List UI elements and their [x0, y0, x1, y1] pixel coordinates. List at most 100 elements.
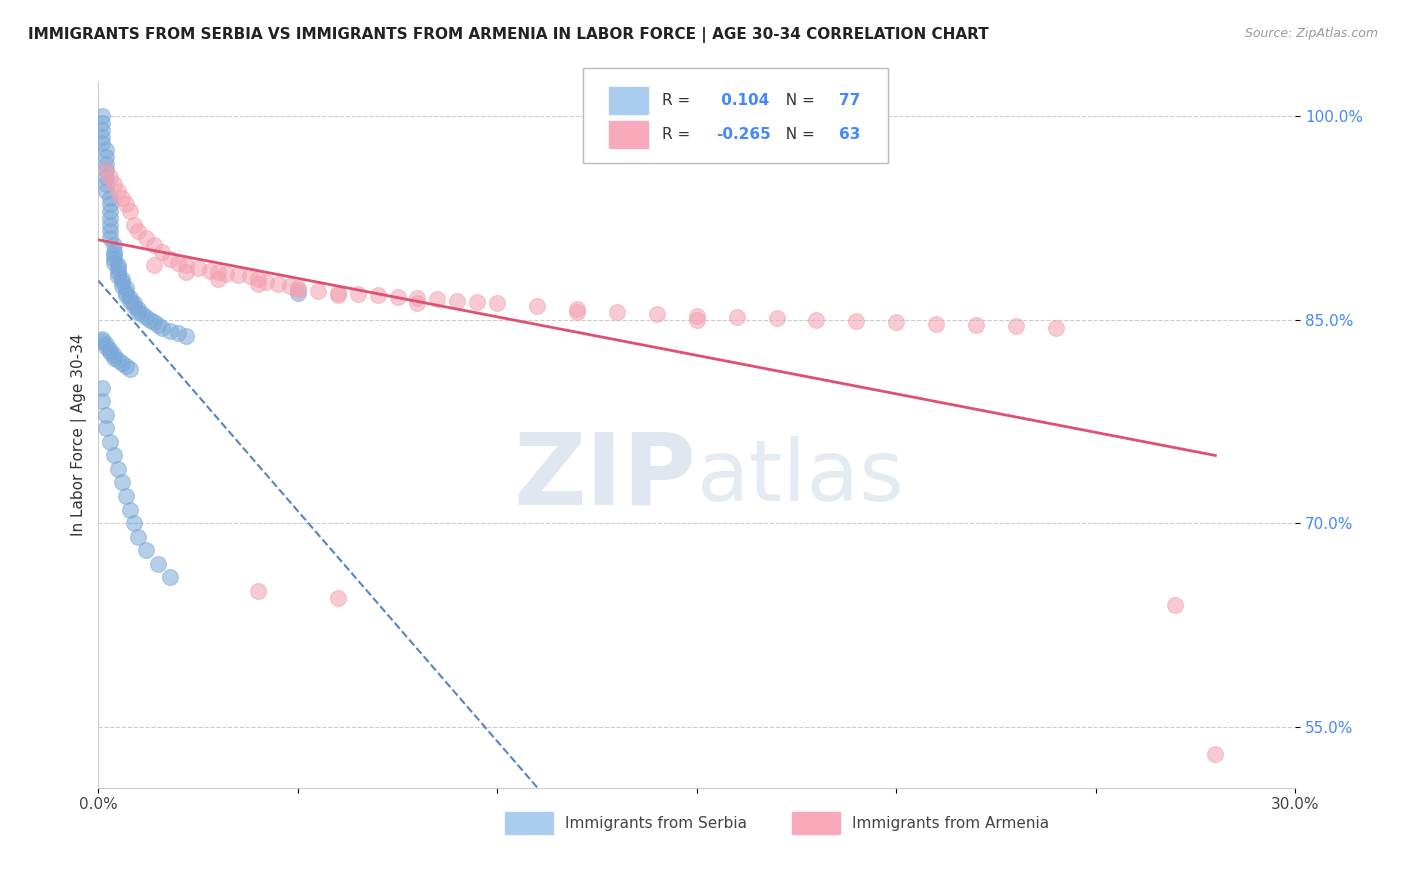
Point — [246, 584, 269, 599]
Point — [207, 272, 229, 286]
Point — [107, 265, 129, 279]
Point — [98, 204, 121, 219]
Point — [765, 311, 787, 326]
Point — [326, 591, 349, 605]
Point — [1005, 319, 1028, 334]
Point — [91, 380, 114, 394]
Point — [159, 252, 181, 266]
Point — [107, 184, 129, 198]
Point — [159, 570, 181, 584]
Point — [115, 359, 138, 373]
Point — [174, 265, 197, 279]
Point — [135, 543, 157, 558]
Point — [139, 312, 162, 326]
Point — [111, 272, 134, 286]
Point — [96, 163, 118, 178]
Y-axis label: In Labor Force | Age 30-34: In Labor Force | Age 30-34 — [72, 334, 87, 536]
Point — [131, 307, 153, 321]
Point — [127, 304, 149, 318]
Point — [98, 218, 121, 232]
Point — [467, 295, 489, 310]
Point — [387, 290, 409, 304]
Point — [239, 269, 262, 284]
Point — [96, 143, 118, 157]
Point — [122, 299, 145, 313]
Point — [98, 231, 121, 245]
Point — [120, 293, 142, 308]
Point — [98, 191, 121, 205]
Point — [98, 225, 121, 239]
Point — [107, 353, 129, 368]
Point — [115, 288, 138, 302]
Point — [115, 197, 138, 211]
Point — [1204, 747, 1226, 761]
Text: N =: N = — [776, 93, 820, 108]
Point — [120, 204, 142, 219]
Point — [107, 269, 129, 284]
Point — [287, 283, 309, 297]
Point — [326, 285, 349, 300]
Point — [254, 275, 277, 289]
Point — [150, 244, 173, 259]
Point — [278, 278, 301, 293]
Point — [103, 348, 125, 362]
FancyBboxPatch shape — [793, 813, 841, 834]
Point — [103, 351, 125, 365]
Point — [246, 272, 269, 286]
Point — [111, 278, 134, 293]
Point — [606, 304, 628, 318]
Point — [115, 281, 138, 295]
Point — [148, 318, 170, 332]
FancyBboxPatch shape — [609, 121, 648, 148]
Point — [103, 252, 125, 266]
Point — [111, 356, 134, 370]
Point — [135, 310, 157, 324]
Text: atlas: atlas — [697, 436, 904, 519]
Point — [287, 285, 309, 300]
Point — [103, 247, 125, 261]
Point — [91, 116, 114, 130]
Point — [98, 170, 121, 185]
Point — [111, 191, 134, 205]
Point — [565, 301, 588, 316]
Point — [925, 317, 948, 331]
Point — [96, 184, 118, 198]
Point — [845, 314, 868, 328]
Point — [127, 301, 149, 316]
Point — [725, 310, 748, 324]
Point — [174, 329, 197, 343]
Point — [406, 291, 429, 305]
Point — [115, 285, 138, 300]
Point — [127, 530, 149, 544]
Point — [91, 109, 114, 123]
Point — [98, 345, 121, 359]
Point — [96, 421, 118, 435]
Point — [96, 408, 118, 422]
Point — [120, 291, 142, 305]
Point — [120, 361, 142, 376]
Point — [103, 238, 125, 252]
Point — [91, 122, 114, 136]
Point — [326, 288, 349, 302]
Point — [91, 129, 114, 144]
Point — [91, 394, 114, 409]
Point — [135, 231, 157, 245]
Point — [103, 244, 125, 259]
Point — [122, 516, 145, 531]
Point — [346, 286, 368, 301]
Point — [96, 156, 118, 170]
Point — [98, 343, 121, 357]
Point — [367, 288, 389, 302]
FancyBboxPatch shape — [583, 68, 889, 163]
Point — [246, 277, 269, 292]
Point — [98, 434, 121, 449]
FancyBboxPatch shape — [505, 813, 553, 834]
Point — [143, 259, 166, 273]
Text: 77: 77 — [839, 93, 860, 108]
Text: -0.265: -0.265 — [716, 127, 770, 142]
Point — [965, 318, 987, 332]
Point — [1045, 321, 1067, 335]
Point — [96, 177, 118, 191]
Point — [307, 284, 329, 298]
Point — [686, 309, 709, 323]
